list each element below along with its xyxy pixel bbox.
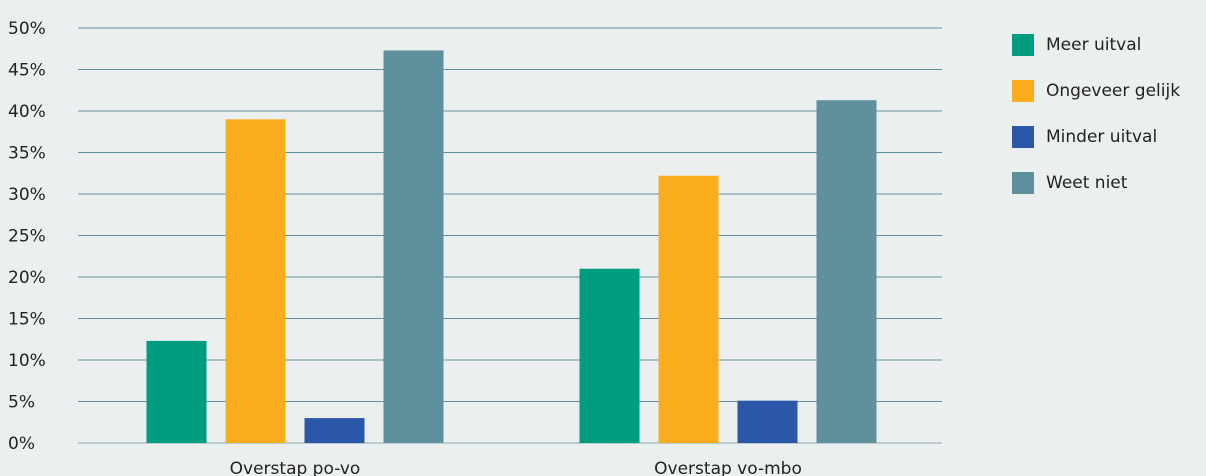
bar-meer-uitval	[146, 340, 207, 443]
legend-item: Meer uitval	[1012, 22, 1180, 68]
legend-label: Ongeveer gelijk	[1046, 81, 1181, 101]
x-tick-label: Overstap vo-mbo	[654, 459, 802, 476]
legend-item: Minder uitval	[1012, 114, 1180, 160]
legend-item: Weet niet	[1012, 160, 1180, 206]
x-tick-label: Overstap po-vo	[230, 459, 361, 476]
y-tick-label: 15%	[8, 310, 46, 330]
legend-swatch	[1012, 126, 1034, 148]
y-tick-label: 10%	[8, 351, 46, 371]
bar-weet-niet	[383, 50, 444, 443]
legend-swatch	[1012, 172, 1034, 194]
y-tick-label: 35%	[8, 144, 46, 164]
y-tick-label: 25%	[8, 227, 46, 247]
chart-legend: Meer uitval Ongeveer gelijk Minder uitval W…	[1012, 22, 1180, 206]
y-tick-label: 30%	[8, 185, 46, 205]
bar-ongeveer-gelijk	[658, 175, 719, 444]
bar-weet-niet	[816, 100, 877, 444]
bar-minder-uitval	[737, 400, 798, 443]
legend-label: Meer uitval	[1046, 35, 1142, 55]
y-tick-label: 0%	[8, 434, 35, 454]
bar-minder-uitval	[304, 418, 365, 443]
y-tick-label: 45%	[8, 61, 46, 81]
y-tick-label: 5%	[8, 393, 35, 413]
y-tick-label: 50%	[8, 19, 46, 39]
legend-label: Minder uitval	[1046, 127, 1158, 147]
legend-swatch	[1012, 34, 1034, 56]
legend-swatch	[1012, 80, 1034, 102]
legend-item: Ongeveer gelijk	[1012, 68, 1180, 114]
y-tick-label: 40%	[8, 102, 46, 122]
legend-label: Weet niet	[1046, 173, 1128, 193]
y-tick-label: 20%	[8, 268, 46, 288]
bar-meer-uitval	[579, 268, 640, 443]
bar-ongeveer-gelijk	[225, 119, 286, 444]
